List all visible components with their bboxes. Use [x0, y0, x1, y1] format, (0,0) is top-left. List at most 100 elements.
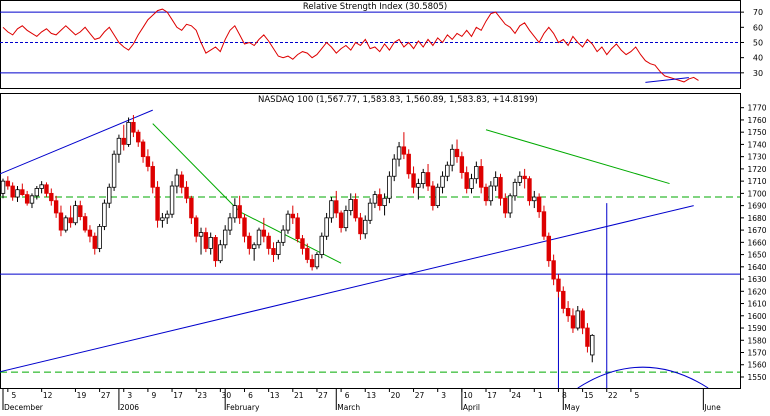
candle-body — [590, 334, 595, 356]
candle — [290, 205, 295, 224]
candle — [53, 195, 59, 218]
candle — [430, 181, 436, 211]
x-tick-label: 24 — [511, 391, 521, 400]
candle-body — [363, 219, 368, 235]
candle-body — [145, 156, 151, 167]
candle — [49, 188, 54, 206]
candle — [338, 210, 344, 233]
candle-body — [396, 146, 402, 160]
candle — [131, 115, 136, 138]
candle — [445, 161, 450, 182]
candle — [454, 139, 460, 163]
candle-body — [387, 175, 392, 199]
rsi-frame — [0, 0, 741, 89]
price-y-tick-label: 1610 — [747, 300, 766, 309]
candle-body — [174, 174, 180, 187]
candle-body — [517, 175, 523, 183]
price-y-tick-label: 1690 — [747, 202, 766, 211]
price-y-tick-label: 1710 — [747, 177, 766, 186]
candle-body — [570, 315, 576, 329]
candle — [155, 181, 160, 228]
candle — [73, 200, 78, 226]
candle-body — [261, 229, 267, 237]
candle — [546, 232, 551, 267]
candle-body — [15, 189, 20, 198]
candle-body — [425, 172, 431, 187]
candle — [532, 190, 537, 209]
candle — [102, 199, 107, 231]
candle — [15, 186, 20, 202]
candle — [372, 190, 378, 209]
candle-body — [338, 212, 344, 229]
candle-body — [107, 186, 112, 204]
candle-body — [68, 217, 73, 224]
candle-body — [377, 194, 382, 207]
candle — [189, 195, 194, 224]
candle-body — [184, 186, 189, 199]
candle — [29, 193, 35, 209]
candle — [367, 198, 373, 224]
candle-body — [136, 131, 141, 143]
candle — [551, 254, 556, 286]
candle — [179, 171, 184, 194]
candle — [469, 173, 474, 194]
candle-body — [208, 237, 213, 249]
candle — [280, 225, 286, 247]
x-tick-label: 30 — [222, 391, 232, 400]
candle — [488, 181, 494, 206]
candle-body — [179, 174, 184, 188]
candle-body — [290, 213, 295, 219]
candle — [184, 181, 189, 204]
candle — [87, 225, 93, 243]
candle — [459, 151, 465, 179]
candle-body — [0, 180, 6, 194]
candle — [0, 178, 6, 199]
rsi-y-tick-label: 70 — [753, 8, 763, 17]
candle — [358, 212, 363, 240]
candle — [218, 239, 223, 264]
candle — [575, 305, 580, 331]
candle-body — [111, 153, 117, 188]
candle-body — [218, 244, 223, 262]
candle-body — [227, 217, 233, 231]
price-trendline — [239, 211, 342, 264]
candle-body — [87, 229, 93, 237]
candle — [353, 193, 358, 222]
candle — [348, 193, 353, 216]
period-label: February — [226, 403, 260, 412]
candle-body — [305, 248, 310, 260]
candle — [82, 212, 88, 233]
price-y-tick-label: 1700 — [747, 189, 766, 198]
price-trendline — [0, 109, 153, 175]
candle-body — [34, 188, 40, 197]
rsi-y-tick-label: 30 — [753, 69, 763, 78]
candle — [169, 181, 175, 218]
candle — [126, 117, 131, 147]
candle-body — [585, 327, 590, 347]
candle-body — [150, 166, 155, 188]
candle-body — [140, 141, 146, 158]
candle — [590, 334, 595, 363]
candle — [271, 242, 276, 262]
x-tick-label: 8 — [562, 391, 567, 400]
candle — [44, 182, 49, 198]
price-y-tick-label: 1570 — [747, 349, 766, 358]
price-y-tick-label: 1680 — [747, 214, 766, 223]
rsi-title: Relative Strength Index (30.5805) — [303, 2, 447, 12]
candle-body — [169, 185, 175, 215]
candle — [92, 232, 97, 255]
candle-body — [92, 235, 97, 249]
price-y-tick-label: 1650 — [747, 251, 766, 260]
x-tick-label: 9 — [152, 391, 157, 400]
candle — [421, 168, 426, 189]
x-tick-label: 27 — [101, 391, 111, 400]
candle — [10, 182, 15, 201]
x-tick-label: 27 — [415, 391, 425, 400]
candle-body — [285, 213, 291, 231]
candle-body — [251, 244, 257, 249]
candle-body — [522, 175, 527, 180]
candle-body — [464, 172, 469, 189]
candle-body — [232, 205, 238, 219]
candle-body — [237, 205, 242, 219]
